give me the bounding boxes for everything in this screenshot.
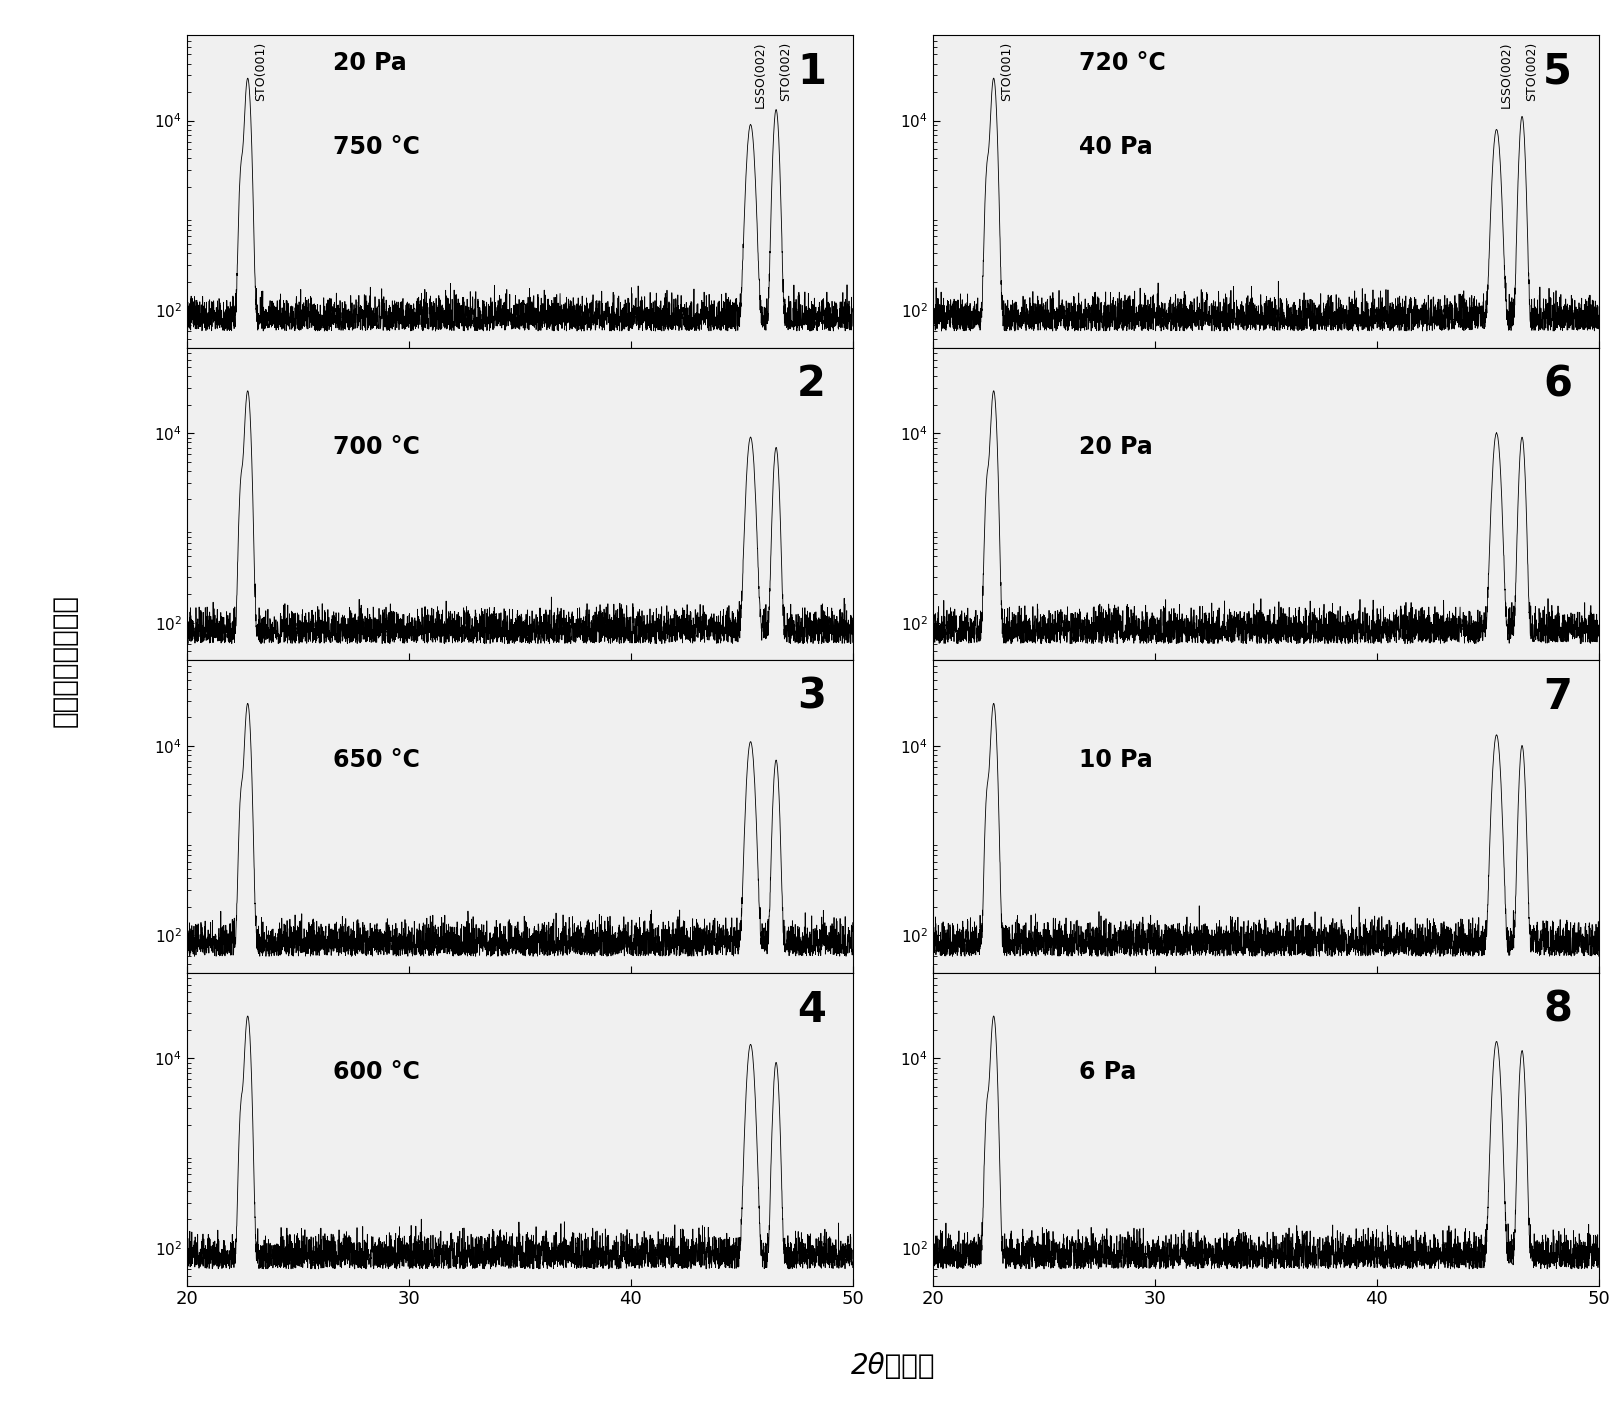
Text: 8: 8 (1543, 989, 1573, 1031)
Text: 750 °C: 750 °C (333, 135, 420, 159)
Text: 650 °C: 650 °C (333, 747, 420, 771)
Text: 600 °C: 600 °C (333, 1061, 420, 1085)
Text: 20 Pa: 20 Pa (1079, 436, 1152, 459)
Text: 3: 3 (797, 676, 826, 718)
Text: LSSO(002): LSSO(002) (1500, 41, 1513, 108)
Text: 2: 2 (797, 364, 826, 406)
Text: 4: 4 (797, 989, 826, 1031)
Text: 6 Pa: 6 Pa (1079, 1061, 1136, 1085)
Text: STO(001): STO(001) (1000, 41, 1013, 101)
Text: 20 Pa: 20 Pa (333, 51, 407, 74)
Text: 强度（任意单位）: 强度（任意单位） (50, 594, 80, 726)
Text: 2θ（度）: 2θ（度） (850, 1352, 935, 1380)
Text: STO(001): STO(001) (255, 41, 268, 101)
Text: 7: 7 (1543, 676, 1573, 718)
Text: LSSO(002): LSSO(002) (755, 41, 768, 108)
Text: STO(002): STO(002) (1526, 41, 1539, 101)
Text: 10 Pa: 10 Pa (1079, 747, 1152, 771)
Text: 700 °C: 700 °C (333, 436, 420, 459)
Text: 6: 6 (1543, 364, 1573, 406)
Text: 5: 5 (1543, 51, 1573, 93)
Text: 720 °C: 720 °C (1079, 51, 1165, 74)
Text: STO(002): STO(002) (779, 41, 792, 101)
Text: 1: 1 (797, 51, 826, 93)
Text: 40 Pa: 40 Pa (1079, 135, 1152, 159)
